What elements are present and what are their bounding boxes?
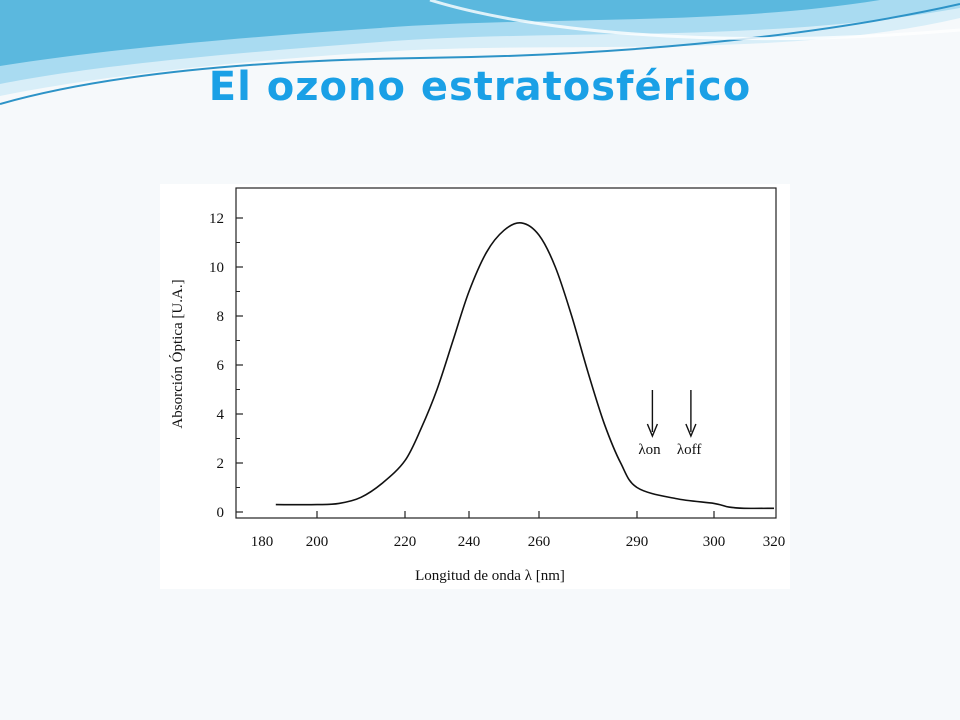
marker-text-on: on <box>646 442 662 458</box>
x-axis-title-text: Longitud de onda <box>415 568 521 584</box>
marker-lambda-off: λ <box>677 442 685 458</box>
slide-title: El ozono estratosférico <box>208 64 752 110</box>
x-tick-label-5: 290 <box>626 534 649 550</box>
x-tick-label-7: 320 <box>763 534 786 550</box>
y-tick-label-3: 6 <box>217 358 225 374</box>
x-tick-label-4: 260 <box>528 534 551 550</box>
x-tick-label-3: 240 <box>458 534 481 550</box>
x-axis-title: Longitud de onda λ [nm] <box>415 568 565 584</box>
absorption-curve <box>275 221 775 510</box>
y-tick-label-5: 10 <box>209 260 224 276</box>
marker-label-on: λon <box>638 442 661 458</box>
x-tick-label-2: 220 <box>394 534 417 550</box>
x-tick-label-0: 180 <box>251 534 274 550</box>
marker-text-off: off <box>684 442 701 458</box>
plot-frame <box>235 187 777 519</box>
marker-lambda-on: λ <box>638 442 646 458</box>
marker-arrow-head-off <box>685 423 697 438</box>
wavelength-markers: λon λoff <box>638 390 701 458</box>
y-axis-title: Absorción Óptica [U.A.] <box>169 279 186 428</box>
y-tick-label-2: 4 <box>217 407 225 423</box>
chart-panel: 0 2 4 6 8 10 12 180 200 220 240 260 290 300 320 λon λo… <box>160 184 790 589</box>
lambda-symbol: λ <box>525 568 536 584</box>
y-tick-label-6: 12 <box>209 211 224 227</box>
header-wave-highlight <box>429 0 960 41</box>
y-axis: 0 2 4 6 8 10 12 <box>209 211 243 521</box>
marker-label-off: λoff <box>677 442 702 458</box>
x-tick-label-1: 200 <box>306 534 329 550</box>
y-tick-label-4: 8 <box>217 309 225 325</box>
y-tick-label-1: 2 <box>217 456 225 472</box>
y-tick-label-0: 0 <box>217 505 225 521</box>
x-axis-unit: [nm] <box>536 568 565 584</box>
marker-arrow-head-on <box>646 423 659 438</box>
x-axis: 180 200 220 240 260 290 300 320 <box>251 511 786 550</box>
header-wave-line <box>0 3 960 105</box>
header-wave-front <box>0 0 880 66</box>
x-tick-label-6: 300 <box>703 534 726 550</box>
